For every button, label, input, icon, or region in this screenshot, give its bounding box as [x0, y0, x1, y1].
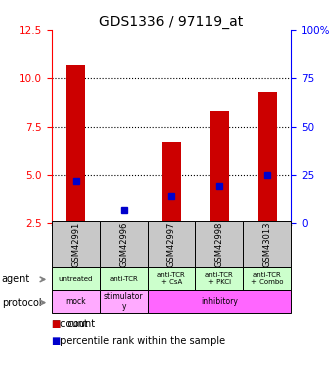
Bar	[195, 221, 243, 267]
Text: anti-TCR
+ Combo: anti-TCR + Combo	[251, 272, 284, 285]
Text: ■  count: ■ count	[52, 320, 95, 329]
Title: GDS1336 / 97119_at: GDS1336 / 97119_at	[99, 15, 244, 29]
Text: count: count	[57, 320, 87, 329]
Bar	[243, 221, 291, 267]
Text: agent: agent	[2, 274, 30, 284]
Bar	[148, 290, 291, 313]
Bar	[148, 221, 195, 267]
Bar	[258, 92, 277, 225]
Bar	[66, 65, 85, 225]
Bar	[148, 267, 195, 290]
Bar	[210, 111, 229, 225]
Text: anti-TCR
+ PKCi: anti-TCR + PKCi	[205, 272, 234, 285]
Text: GSM43013: GSM43013	[263, 222, 272, 267]
Text: stimulator
y: stimulator y	[104, 292, 143, 311]
Bar	[100, 221, 148, 267]
Text: ■: ■	[52, 336, 61, 346]
Bar	[52, 267, 100, 290]
Bar	[162, 142, 181, 225]
Text: GSM42998: GSM42998	[215, 222, 224, 267]
Bar	[114, 221, 133, 225]
Bar	[243, 267, 291, 290]
Text: inhibitory: inhibitory	[201, 297, 238, 306]
Text: anti-TCR: anti-TCR	[109, 276, 138, 282]
Text: GSM42997: GSM42997	[167, 222, 176, 267]
Bar	[195, 267, 243, 290]
Text: untreated: untreated	[58, 276, 93, 282]
Text: protocol: protocol	[2, 298, 41, 307]
Bar	[52, 221, 100, 267]
Text: anti-TCR
+ CsA: anti-TCR + CsA	[157, 272, 186, 285]
Bar	[100, 267, 148, 290]
Text: mock: mock	[65, 297, 86, 306]
Text: ■: ■	[52, 320, 61, 329]
Bar	[100, 290, 148, 313]
Text: GSM42991: GSM42991	[71, 222, 80, 267]
Bar	[52, 290, 100, 313]
Text: GSM42996: GSM42996	[119, 222, 128, 267]
Text: percentile rank within the sample: percentile rank within the sample	[57, 336, 225, 346]
